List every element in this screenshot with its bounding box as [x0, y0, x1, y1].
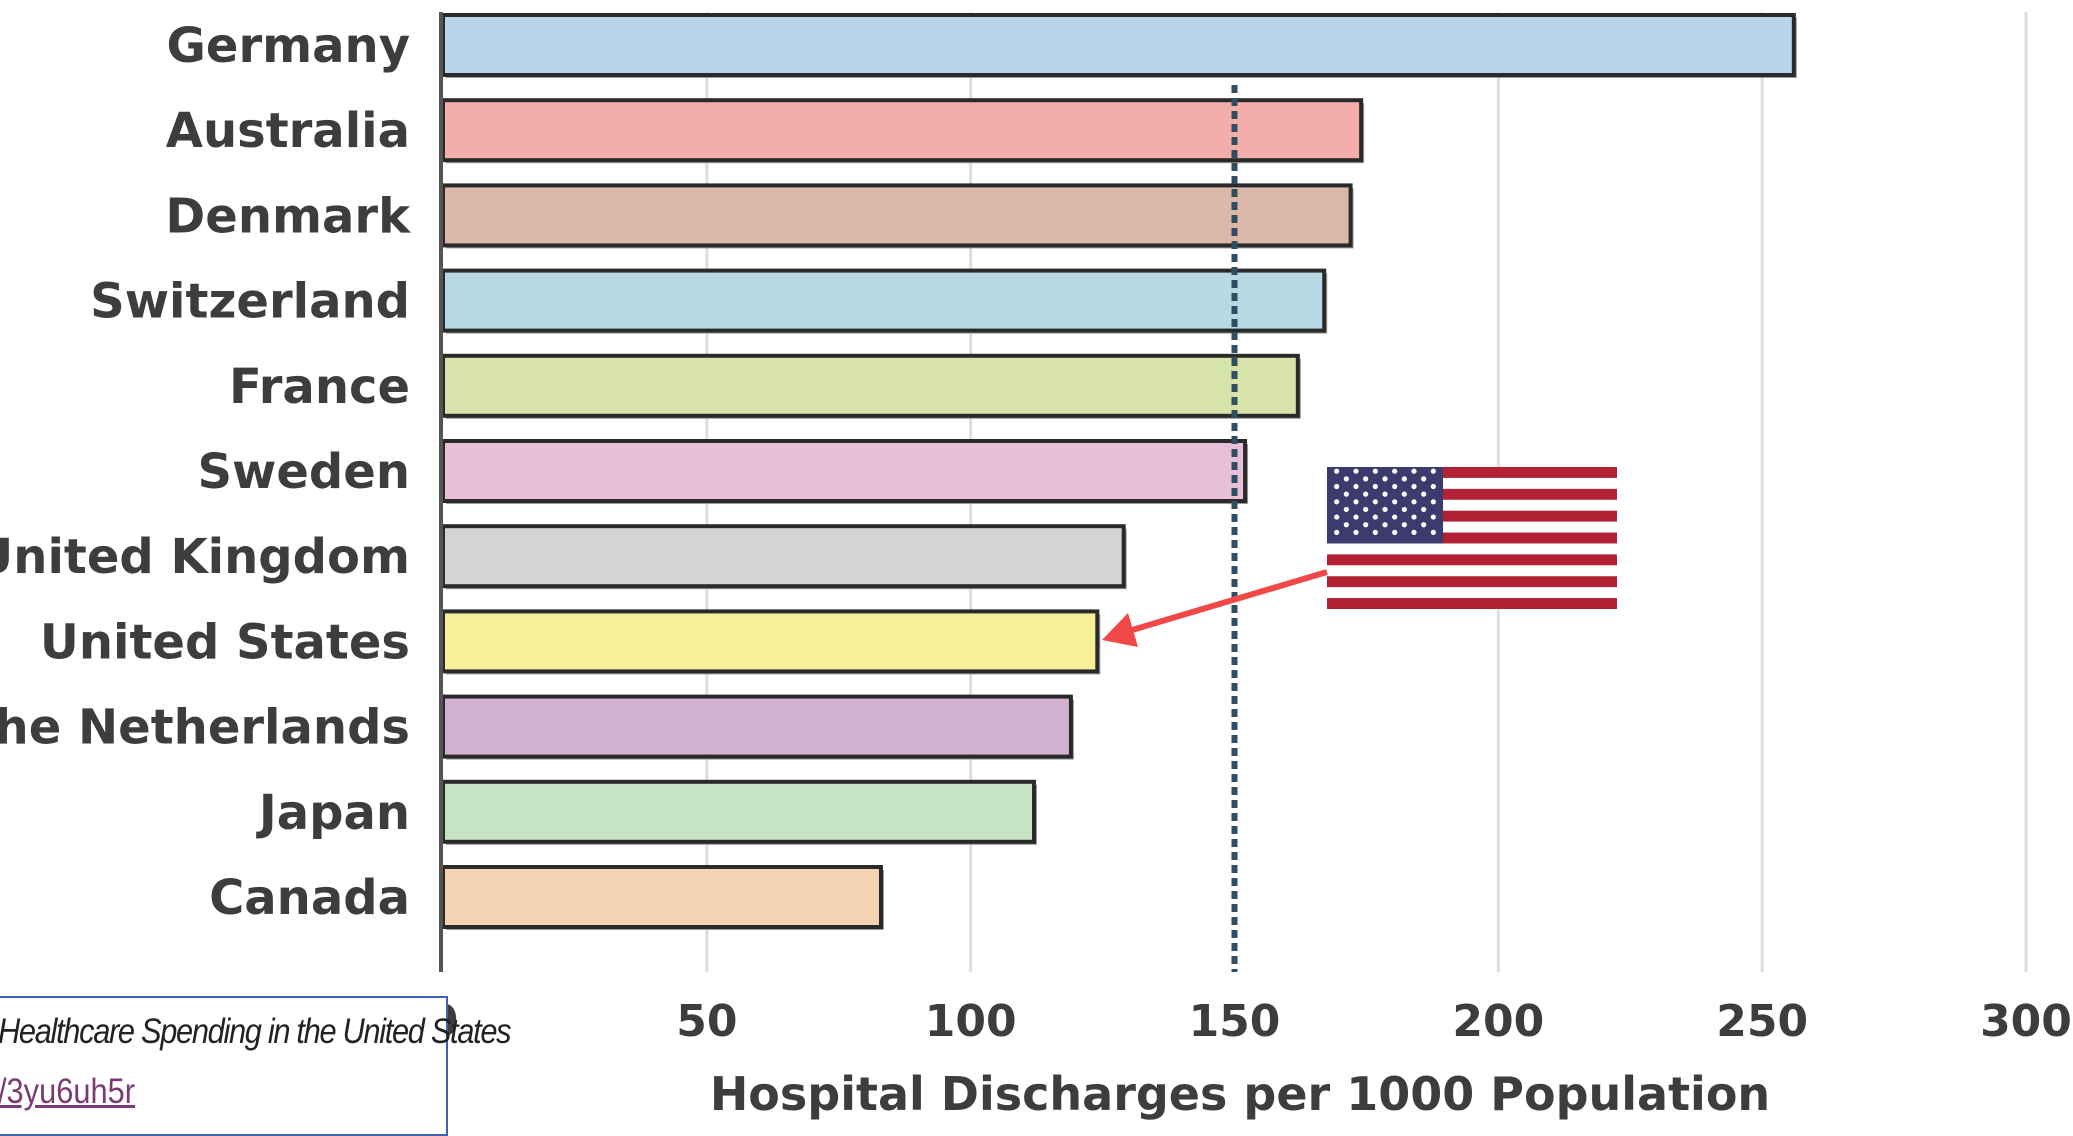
bars — [441, 13, 1797, 930]
x-tick-label: 50 — [676, 996, 737, 1047]
x-tick-label: 300 — [1980, 996, 2072, 1047]
category-label: Canada — [209, 870, 410, 926]
bar-united-states — [441, 609, 1100, 674]
category-label: Germany — [167, 18, 411, 74]
category-label: Switzerland — [90, 274, 410, 330]
x-tick-labels: 050100150200250300 — [428, 996, 2072, 1047]
x-tick-label: 100 — [925, 996, 1017, 1047]
bar-australia — [441, 98, 1364, 163]
category-label: Australia — [166, 103, 410, 159]
us-flag-icon — [1327, 467, 1617, 609]
bar-switzerland — [441, 268, 1327, 333]
category-label: Sweden — [197, 444, 410, 500]
bar-japan — [441, 779, 1036, 844]
x-tick-label: 250 — [1716, 996, 1808, 1047]
category-label: United Kingdom — [0, 529, 410, 585]
bar-united-kingdom — [441, 524, 1126, 589]
category-label: Japan — [256, 785, 410, 841]
bar-canada — [441, 865, 883, 929]
category-labels: Germany Australia Denmark Switzerland France… — [0, 18, 411, 926]
bar-the-netherlands — [441, 694, 1073, 759]
annotation-arrow — [1102, 569, 1328, 647]
bar-france — [441, 353, 1300, 418]
category-label: France — [229, 359, 410, 415]
bar-germany — [441, 13, 1796, 77]
bar-sweden — [441, 439, 1248, 503]
source-title: Healthcare Spending in the United States — [0, 1012, 512, 1051]
x-tick-label: 150 — [1189, 996, 1281, 1047]
category-label: United States — [40, 614, 410, 670]
source-caption: Healthcare Spending in the United States… — [0, 996, 512, 1136]
category-label: The Netherlands — [0, 700, 410, 756]
bar-denmark — [441, 183, 1353, 248]
x-axis-title: Hospital Discharges per 1000 Population — [710, 1067, 1770, 1121]
source-link[interactable]: /3yu6uh5r — [0, 1072, 135, 1111]
category-label: Denmark — [165, 188, 411, 244]
x-tick-label: 200 — [1452, 996, 1544, 1047]
